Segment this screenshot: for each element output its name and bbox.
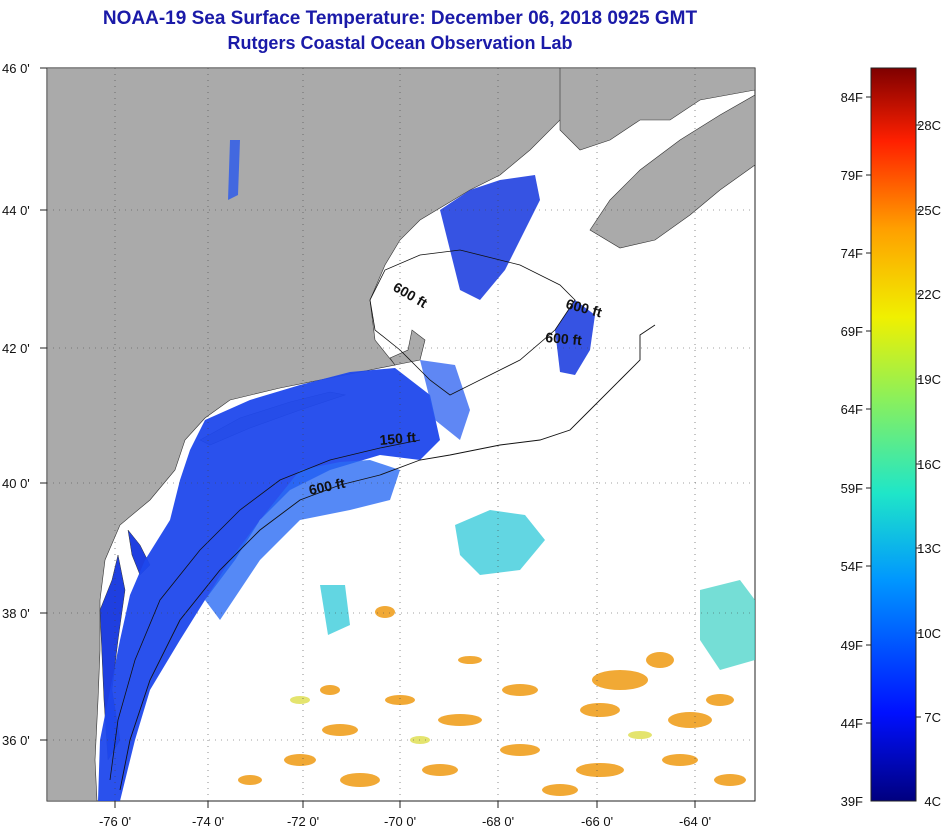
colorbar-ticks xyxy=(866,96,921,724)
lon-label: -68 0' xyxy=(482,814,514,829)
lon-label: -74 0' xyxy=(192,814,224,829)
georges-bank-cold xyxy=(555,300,595,375)
colorbar-c-label: 22C xyxy=(917,287,941,302)
lat-label: 44 0' xyxy=(2,203,30,218)
lon-label: -72 0' xyxy=(287,814,319,829)
maine-cold-streak xyxy=(228,140,240,200)
lat-label: 38 0' xyxy=(2,606,30,621)
lat-label: 46 0' xyxy=(2,61,30,76)
colorbar-f-label: 84F xyxy=(841,90,863,105)
colorbar-f-label: 44F xyxy=(841,716,863,731)
teal-patch-3 xyxy=(700,580,755,670)
isobath-line-gom xyxy=(369,249,576,396)
colorbar-c-label: 19C xyxy=(917,372,941,387)
colorbar-c-label: 25C xyxy=(917,203,941,218)
land-canada xyxy=(559,68,755,151)
land-nova-scotia xyxy=(589,94,755,249)
colorbar-f-label: 79F xyxy=(841,168,863,183)
isobath-line-600 xyxy=(119,324,656,791)
shelf-cold-water-2 xyxy=(205,460,400,620)
colorbar-f-label: 59F xyxy=(841,481,863,496)
map-ticks xyxy=(40,67,696,808)
colorbar-c-label: 10C xyxy=(917,626,941,641)
temperature-colorbar xyxy=(870,67,917,802)
colorbar-c-label: 28C xyxy=(917,118,941,133)
lat-label: 42 0' xyxy=(2,341,30,356)
lat-label: 40 0' xyxy=(2,476,30,491)
teal-patch-2 xyxy=(320,585,350,635)
colorbar-f-label: 69F xyxy=(841,324,863,339)
colorbar-c-label: 7C xyxy=(924,710,941,725)
isobath-label: 600 ft xyxy=(545,329,583,348)
colorbar-f-label: 64F xyxy=(841,402,863,417)
colorbar-f-label: 39F xyxy=(841,794,863,809)
colorbar-f-label: 54F xyxy=(841,559,863,574)
gulf-stream-warm xyxy=(238,606,746,796)
map-graticule xyxy=(47,68,755,801)
shelf-cold-water xyxy=(98,368,440,801)
lon-label: -64 0' xyxy=(679,814,711,829)
lon-label: -70 0' xyxy=(384,814,416,829)
isobath-label: 600 ft xyxy=(307,475,346,498)
map-subtitle: Rutgers Coastal Ocean Observation Lab xyxy=(227,33,573,53)
colorbar-f-label: 74F xyxy=(841,246,863,261)
lon-label: -76 0' xyxy=(99,814,131,829)
colorbar-f-label: 49F xyxy=(841,638,863,653)
isobath-label: 150 ft xyxy=(379,429,417,448)
gulf-stream-yellow xyxy=(290,696,652,744)
map-title: NOAA-19 Sea Surface Temperature: Decembe… xyxy=(102,8,698,29)
colorbar-c-label: 13C xyxy=(917,541,941,556)
gulf-maine-cold xyxy=(440,175,540,300)
east-cold-patch xyxy=(420,360,470,440)
lat-label: 36 0' xyxy=(2,733,30,748)
lon-label: -66 0' xyxy=(581,814,613,829)
teal-patch-1 xyxy=(455,510,545,575)
colorbar-c-label: 16C xyxy=(917,457,941,472)
colorbar-c-label: 4C xyxy=(924,794,941,809)
isobath-line-150 xyxy=(109,439,421,781)
